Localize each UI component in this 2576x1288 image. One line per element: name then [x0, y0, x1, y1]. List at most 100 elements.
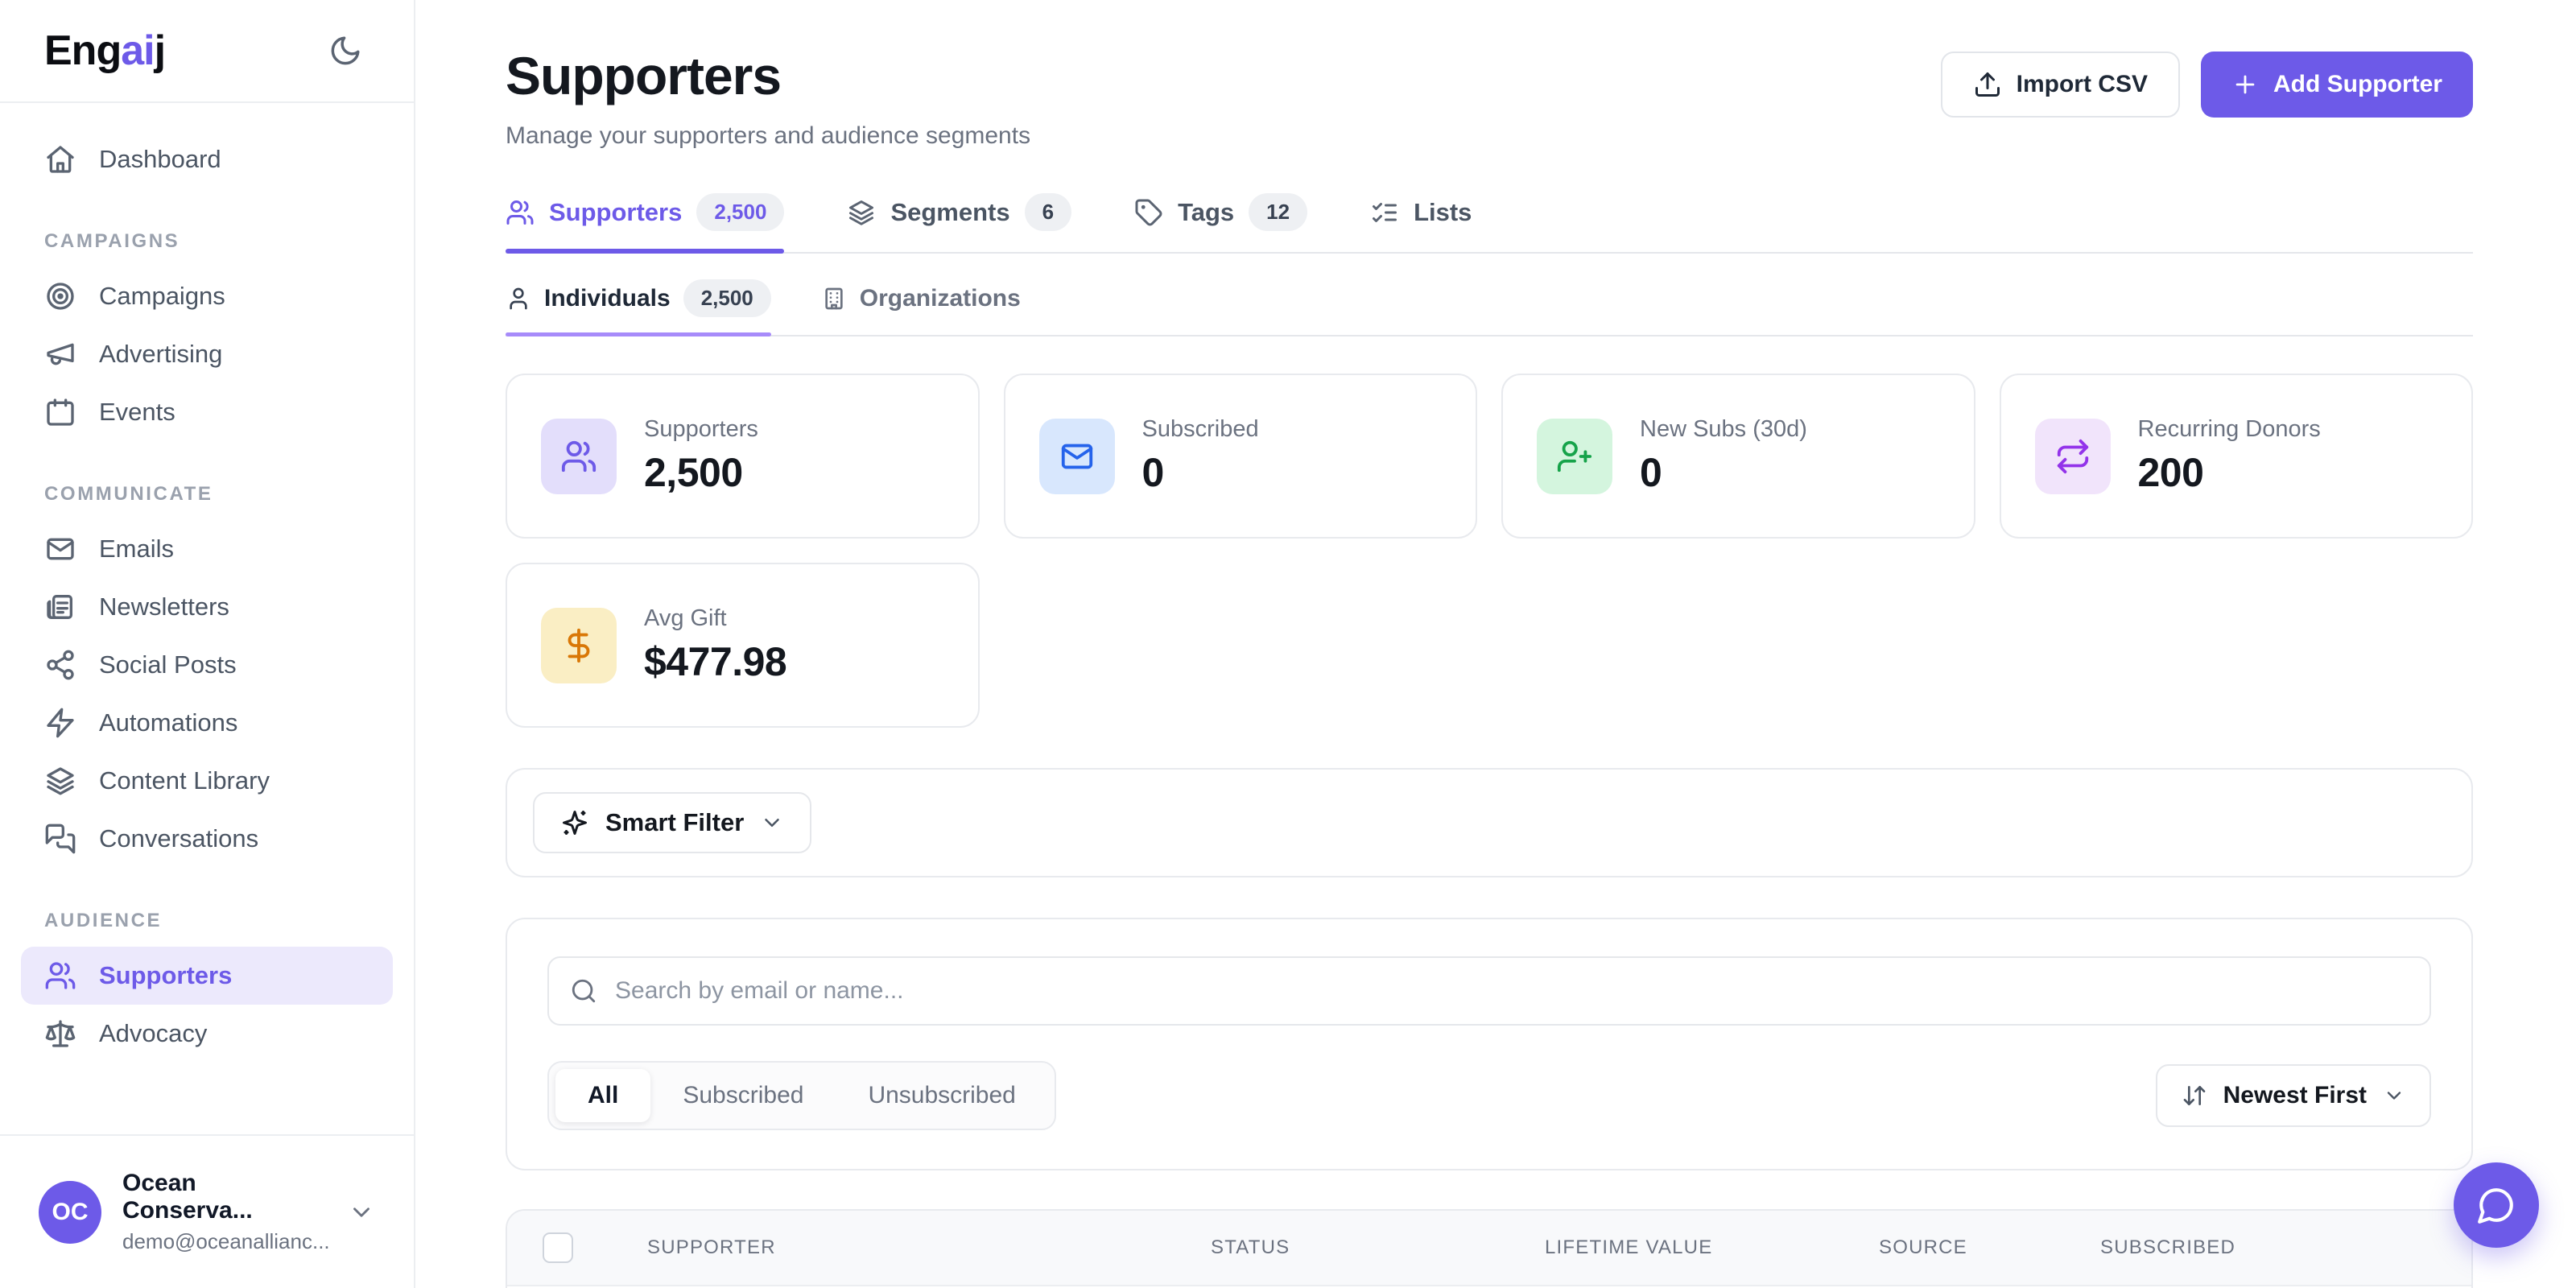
search-input[interactable]	[547, 956, 2431, 1026]
users-icon	[506, 198, 535, 227]
page-title: Supporters	[506, 46, 782, 105]
add-supporter-label: Add Supporter	[2273, 71, 2442, 97]
account-email: demo@oceanallianc...	[122, 1229, 330, 1253]
newspaper-icon	[44, 591, 76, 623]
stat-value: 200	[2137, 450, 2204, 495]
sidebar-item-label: Content Library	[99, 766, 270, 795]
sidebar-item-campaigns[interactable]: Campaigns	[0, 267, 414, 325]
stat-label: Supporters	[644, 416, 758, 442]
table-header-checkbox-cell	[543, 1232, 647, 1263]
add-supporter-button[interactable]: Add Supporter	[2201, 52, 2473, 118]
smart-filter-panel: Smart Filter	[506, 768, 2473, 877]
search-panel: All Subscribed Unsubscribed Newest First	[506, 918, 2473, 1170]
tab-segments[interactable]: Segments 6	[847, 193, 1072, 252]
select-all-checkbox[interactable]	[543, 1232, 573, 1263]
stat-label: New Subs (30d)	[1640, 416, 1807, 442]
column-header-lifetime-value: LIFETIME VALUE	[1545, 1236, 1713, 1258]
supporters-table: SUPPORTER STATUS LIFETIME VALUE SOURCE S…	[506, 1209, 2473, 1288]
stat-value: 2,500	[644, 450, 743, 495]
stat-value: $477.98	[644, 639, 787, 684]
header-actions: Import CSV Add Supporter	[1940, 52, 2473, 118]
segment-subscribed[interactable]: Subscribed	[683, 1082, 804, 1108]
mail-icon	[1038, 418, 1115, 494]
chevron-down-icon	[760, 811, 784, 835]
sort-label: Newest First	[2223, 1082, 2367, 1108]
subtab-individuals[interactable]: Individuals 2,500	[506, 279, 771, 336]
tab-badge: 6	[1024, 193, 1072, 231]
list-checks-icon	[1370, 198, 1399, 227]
sidebar-item-label: Newsletters	[99, 592, 229, 621]
smart-filter-dropdown[interactable]: Smart Filter	[533, 792, 812, 853]
stat-card-subscribed: Subscribed 0	[1003, 374, 1477, 539]
column-header-source: SOURCE	[1879, 1236, 1967, 1258]
stats-row: Supporters 2,500 Subscribed 0 New Subs (…	[506, 374, 2473, 539]
mail-icon	[44, 533, 76, 565]
status-segmented-control: All Subscribed Unsubscribed	[547, 1061, 1056, 1130]
sidebar-item-content-library[interactable]: Content Library	[0, 752, 414, 810]
tab-supporters[interactable]: Supporters 2,500	[506, 193, 785, 254]
segment-all[interactable]: All	[555, 1069, 651, 1122]
sidebar-item-label: Automations	[99, 708, 238, 737]
users-icon	[541, 418, 617, 494]
moon-icon	[328, 34, 362, 68]
tab-label: Lists	[1414, 197, 1472, 226]
main-tabs: Supporters 2,500 Segments 6 Tags 12 List…	[506, 193, 2473, 254]
sidebar-section-communicate: COMMUNICATE	[44, 483, 213, 505]
stat-label: Subscribed	[1141, 416, 1259, 442]
dark-mode-toggle[interactable]	[324, 29, 367, 72]
sidebar-header: Engaij	[0, 0, 414, 103]
share-icon	[44, 649, 76, 681]
avatar: OC	[39, 1180, 101, 1244]
sidebar-item-newsletters[interactable]: Newsletters	[0, 578, 414, 636]
chat-fab[interactable]	[2454, 1162, 2539, 1248]
stat-label: Avg Gift	[644, 605, 727, 631]
tag-icon	[1134, 198, 1163, 227]
column-header-supporter: SUPPORTER	[647, 1236, 776, 1258]
sidebar-item-dashboard[interactable]: Dashboard	[0, 130, 414, 188]
subtab-label: Organizations	[859, 284, 1021, 312]
sidebar-section-campaigns: CAMPAIGNS	[44, 230, 180, 252]
sidebar-item-automations[interactable]: Automations	[0, 694, 414, 752]
column-header-subscribed: SUBSCRIBED	[2100, 1236, 2236, 1258]
sidebar-item-events[interactable]: Events	[0, 383, 414, 441]
user-icon	[506, 286, 531, 312]
home-icon	[44, 143, 76, 175]
sidebar-item-label: Advocacy	[99, 1019, 208, 1047]
sidebar-item-supporters[interactable]: Supporters	[21, 947, 393, 1005]
account-switcher[interactable]: OC Ocean Conserva... demo@oceanallianc..…	[0, 1134, 414, 1288]
segment-unsubscribed[interactable]: Unsubscribed	[868, 1082, 1016, 1108]
stat-card-recurring-donors: Recurring Donors 200	[1999, 374, 2473, 539]
upload-icon	[1973, 70, 2002, 99]
sidebar-item-advocacy[interactable]: Advocacy	[0, 1005, 414, 1063]
sidebar-item-label: Social Posts	[99, 650, 237, 679]
tab-tags[interactable]: Tags 12	[1134, 193, 1308, 252]
sidebar-section-audience: AUDIENCE	[44, 910, 163, 931]
tab-badge: 2,500	[696, 193, 785, 231]
user-plus-icon	[1537, 418, 1612, 494]
scale-icon	[44, 1018, 76, 1050]
sidebar-nav: Dashboard CAMPAIGNS Campaigns Advertisin…	[0, 103, 414, 1063]
sidebar-item-label: Emails	[99, 535, 175, 563]
sort-dropdown[interactable]: Newest First	[2155, 1064, 2431, 1127]
sidebar-item-label: Conversations	[99, 824, 259, 852]
subtab-label: Individuals	[544, 284, 671, 312]
sidebar-item-label: Advertising	[99, 340, 223, 368]
subtab-organizations[interactable]: Organizations	[821, 279, 1021, 335]
calendar-icon	[44, 396, 76, 428]
sparkles-icon	[560, 808, 589, 837]
filter-sort-row: All Subscribed Unsubscribed Newest First	[547, 1061, 2431, 1130]
sidebar: Engaij Dashboard CAMPAIGNS Campaigns A	[0, 0, 415, 1288]
building-icon	[821, 286, 847, 312]
import-csv-button[interactable]: Import CSV	[1940, 52, 2180, 118]
arrow-up-down-icon	[2182, 1083, 2207, 1108]
import-csv-label: Import CSV	[2016, 71, 2148, 97]
stat-card-supporters: Supporters 2,500	[506, 374, 980, 539]
main-content: Supporters Manage your supporters and au…	[415, 0, 2576, 1288]
sidebar-item-emails[interactable]: Emails	[0, 520, 414, 578]
tab-label: Tags	[1178, 197, 1235, 226]
sidebar-item-advertising[interactable]: Advertising	[0, 325, 414, 383]
sidebar-item-conversations[interactable]: Conversations	[0, 810, 414, 868]
account-meta: Ocean Conserva... demo@oceanallianc...	[122, 1170, 330, 1254]
tab-lists[interactable]: Lists	[1370, 193, 1472, 252]
sidebar-item-social-posts[interactable]: Social Posts	[0, 636, 414, 694]
